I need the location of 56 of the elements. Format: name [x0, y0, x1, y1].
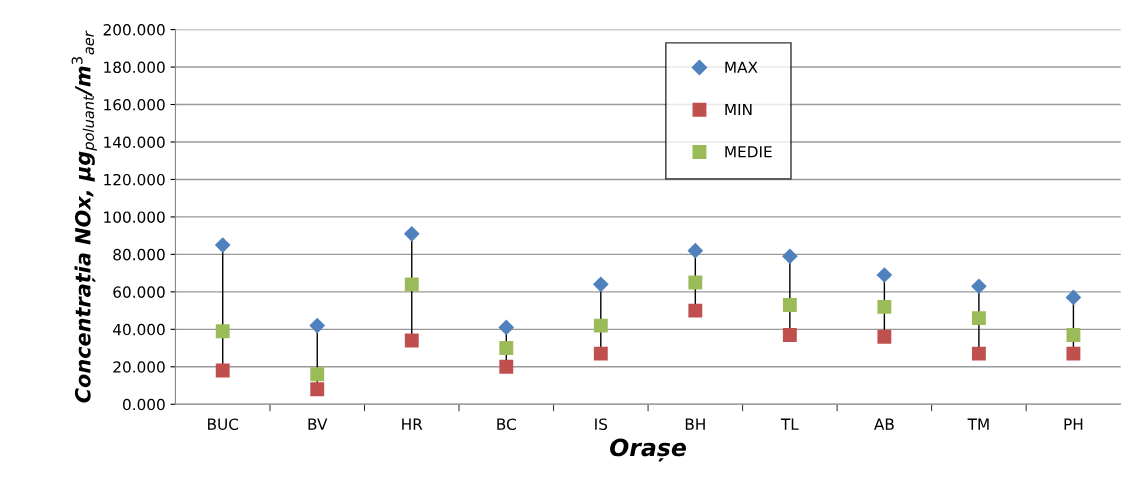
x-tick-label: TM [967, 418, 989, 430]
y-axis-title: Concentrația NOx, μg$_{poluant}$/m$^{3}$$_{aer}$ [71, 30, 97, 403]
point [215, 363, 230, 378]
point [498, 319, 515, 336]
point [499, 359, 514, 374]
point [687, 242, 704, 259]
y-tick-label: 120.000 [104, 173, 165, 186]
point [782, 328, 797, 342]
x-tick-label: IS [595, 418, 608, 430]
point [877, 299, 892, 314]
point [1065, 289, 1082, 306]
point [593, 318, 608, 333]
x-tick-label: PH [1064, 418, 1083, 430]
point [310, 382, 325, 397]
point [593, 346, 608, 361]
x-tick-label: AB [874, 418, 894, 430]
point [215, 324, 230, 339]
point [971, 311, 986, 326]
x-tick-label: BH [685, 418, 705, 430]
point [499, 341, 514, 355]
point [1066, 328, 1081, 342]
y-tick-label: 200.000 [103, 24, 165, 36]
x-tick-label: BV [308, 418, 328, 430]
y-tick-label: 80.000 [113, 248, 165, 261]
point [310, 367, 325, 382]
y-tick-label: 0.000 [123, 398, 165, 411]
point [688, 275, 703, 290]
point [876, 267, 893, 283]
point [214, 237, 231, 253]
legend-label: MAX [725, 61, 758, 73]
y-tick-label: 60.000 [113, 286, 165, 298]
y-tick-label: 140.000 [104, 136, 165, 149]
y-tick-label: 20.000 [113, 361, 165, 373]
point [971, 346, 986, 361]
point [403, 225, 420, 242]
point [877, 329, 892, 344]
x-axis-title: Orașe [610, 438, 687, 462]
point [782, 298, 797, 312]
point [592, 276, 609, 293]
x-tick-label: BC [497, 418, 516, 430]
y-tick-label: 100.000 [104, 211, 165, 223]
x-tick-label: TL [780, 418, 799, 430]
point [971, 278, 987, 295]
legend-label: MIN [725, 103, 752, 116]
point [404, 333, 419, 348]
point [309, 317, 326, 334]
point [688, 303, 703, 318]
y-tick-label: 180.000 [104, 61, 165, 74]
point [782, 248, 798, 265]
legend-label: MEDIE [725, 146, 772, 158]
point [404, 277, 419, 292]
x-tick-label: HR [402, 418, 423, 430]
y-tick-label: 160.000 [104, 98, 165, 111]
x-tick-label: BUC [208, 418, 239, 430]
y-tick-label: 40.000 [113, 323, 165, 336]
point [1066, 346, 1081, 361]
